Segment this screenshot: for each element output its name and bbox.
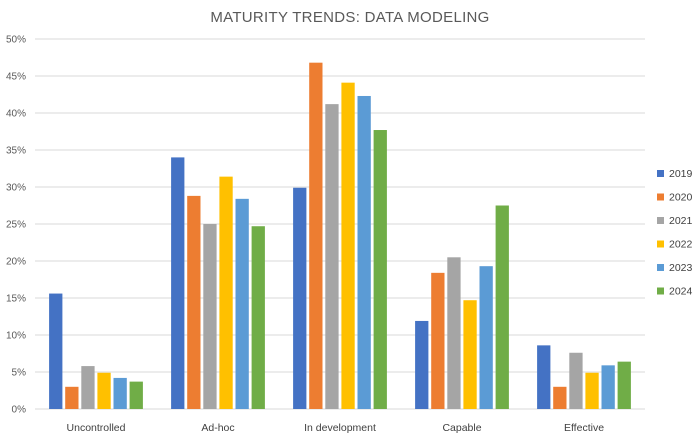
bar-2024-effective bbox=[617, 361, 631, 409]
bar-2019-capable bbox=[415, 320, 429, 409]
bars bbox=[49, 62, 631, 410]
y-tick-label: 5% bbox=[12, 368, 27, 379]
chart-title: MATURITY TRENDS: DATA MODELING bbox=[210, 9, 489, 26]
bar-2022-uncontrolled bbox=[97, 372, 111, 409]
bar-2022-in-development bbox=[341, 82, 355, 409]
bar-2024-ad-hoc bbox=[251, 226, 265, 409]
bar-2023-effective bbox=[601, 365, 615, 409]
bar-2020-capable bbox=[431, 272, 445, 409]
bar-2019-uncontrolled bbox=[49, 293, 63, 409]
y-axis-ticks: 0% 5% 10% 15% 20% 25% 30% 35% 40% 45% 50% bbox=[6, 35, 26, 416]
y-tick-label: 40% bbox=[6, 109, 26, 120]
legend-swatch-2020 bbox=[657, 193, 664, 201]
bar-2019-ad-hoc bbox=[171, 157, 185, 409]
bar-2019-in-development bbox=[293, 187, 307, 409]
y-tick-label: 25% bbox=[6, 220, 26, 231]
x-category-label: In development bbox=[304, 422, 376, 434]
legend: 2019 2020 2021 2022 2023 2024 bbox=[657, 168, 693, 298]
legend-swatch-2022 bbox=[657, 240, 664, 248]
y-tick-label: 50% bbox=[6, 35, 26, 46]
bar-2020-in-development bbox=[309, 62, 323, 410]
legend-swatch-2024 bbox=[657, 287, 664, 295]
y-tick-label: 10% bbox=[6, 331, 26, 342]
y-tick-label: 30% bbox=[6, 183, 26, 194]
x-category-label: Uncontrolled bbox=[67, 422, 126, 434]
legend-label-2023: 2023 bbox=[669, 262, 693, 274]
bar-2023-uncontrolled bbox=[113, 377, 127, 409]
bar-2022-capable bbox=[463, 300, 477, 409]
legend-label-2021: 2021 bbox=[669, 215, 693, 227]
bar-2021-ad-hoc bbox=[203, 224, 217, 409]
bar-2023-capable bbox=[479, 266, 493, 409]
legend-swatch-2019 bbox=[657, 170, 664, 177]
y-tick-label: 45% bbox=[6, 72, 26, 83]
bar-2024-capable bbox=[495, 205, 509, 409]
legend-label-2024: 2024 bbox=[669, 286, 693, 298]
gridlines bbox=[35, 38, 645, 410]
bar-2021-uncontrolled bbox=[81, 366, 95, 409]
bar-2021-effective bbox=[569, 352, 583, 409]
x-category-label: Ad-hoc bbox=[201, 422, 234, 434]
legend-label-2022: 2022 bbox=[669, 239, 693, 251]
legend-swatch-2021 bbox=[657, 217, 664, 224]
x-category-label: Effective bbox=[564, 422, 604, 434]
bar-2021-capable bbox=[447, 257, 461, 409]
bar-2024-uncontrolled bbox=[129, 381, 143, 409]
y-tick-label: 35% bbox=[6, 146, 26, 157]
bar-2022-effective bbox=[585, 372, 599, 409]
y-tick-label: 20% bbox=[6, 257, 26, 268]
bar-2023-ad-hoc bbox=[235, 198, 249, 409]
bar-2020-ad-hoc bbox=[187, 195, 201, 409]
bar-2019-effective bbox=[537, 345, 551, 409]
bar-2023-in-development bbox=[357, 95, 371, 409]
bar-2021-in-development bbox=[325, 104, 339, 410]
bar-2020-uncontrolled bbox=[65, 386, 79, 409]
legend-label-2019: 2019 bbox=[669, 168, 693, 180]
x-axis-categories: Uncontrolled Ad-hoc In development Capable E… bbox=[67, 422, 605, 434]
y-tick-label: 0% bbox=[12, 405, 27, 416]
bar-2024-in-development bbox=[373, 130, 387, 409]
bar-2022-ad-hoc bbox=[219, 176, 233, 409]
legend-swatch-2023 bbox=[657, 264, 664, 271]
x-category-label: Capable bbox=[442, 422, 481, 434]
y-tick-label: 15% bbox=[6, 294, 26, 305]
bar-2020-effective bbox=[553, 386, 567, 409]
legend-label-2020: 2020 bbox=[669, 192, 693, 204]
